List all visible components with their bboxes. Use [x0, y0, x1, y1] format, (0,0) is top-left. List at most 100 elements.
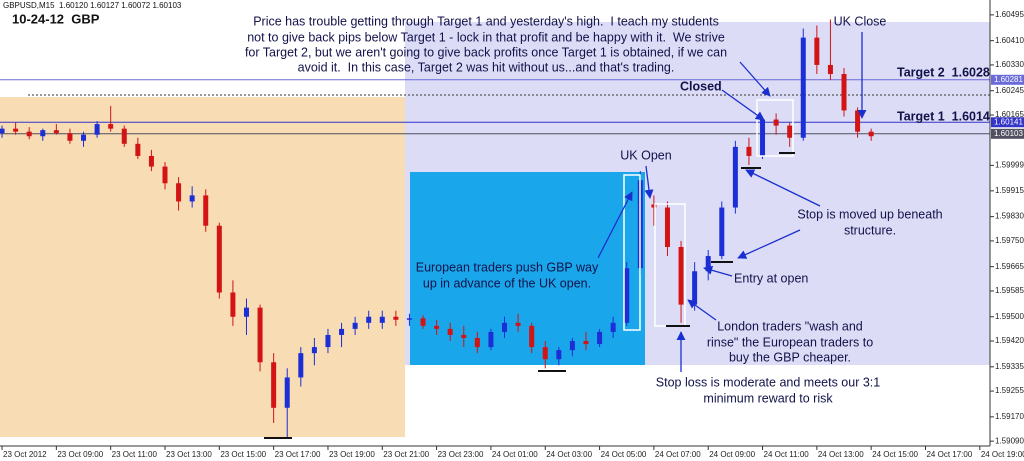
annotation: Stop is moved up beneath: [797, 207, 942, 221]
x-tick-label: 23 Oct 17:00: [275, 450, 321, 459]
grid: [0, 79, 990, 135]
candle-body: [760, 119, 766, 156]
candle-body: [366, 316, 372, 323]
candle-body: [53, 130, 59, 134]
y-tick-label: 1.60165: [995, 110, 1024, 119]
x-tick-label: 23 Oct 09:00: [57, 450, 103, 459]
y-tick-label: 1.59585: [995, 286, 1024, 295]
symbol-info: GBPUSD,M15 1.60120 1.60127 1.60072 1.601…: [3, 1, 182, 10]
price-label: 1.60281: [994, 75, 1023, 84]
y-tick-label: 1.60245: [995, 86, 1024, 95]
y-tick-label: 1.59999: [995, 160, 1024, 169]
candle-body: [26, 131, 32, 137]
candle-body: [257, 307, 263, 363]
x-tick-label: 23 Oct 11:00: [112, 450, 158, 459]
candle-body: [583, 341, 589, 345]
x-tick-label: 23 Oct 2012: [3, 450, 47, 459]
highlight-box: [756, 99, 794, 157]
price-label: 1.60103: [994, 129, 1023, 138]
candle-body: [787, 125, 793, 138]
candle-body: [447, 328, 453, 335]
arrow: [644, 165, 654, 199]
candle-body: [678, 246, 684, 305]
annotation: UK Open: [620, 148, 671, 162]
candle-body: [841, 74, 847, 111]
annotation: Entry at open: [734, 271, 808, 285]
x-tick-label: 23 Oct 13:00: [166, 450, 212, 459]
annotation: up in advance of the UK open.: [423, 276, 591, 290]
y-tick-label: 1.60495: [995, 10, 1024, 19]
candle-body: [814, 37, 820, 65]
y-tick-label: 1.59830: [995, 212, 1024, 221]
y-tick-label: 1.59090: [995, 436, 1024, 445]
y-tick-label: 1.60330: [995, 60, 1024, 69]
candle-body: [461, 334, 467, 338]
candle-body: [121, 128, 127, 144]
candle-body: [230, 292, 236, 317]
annotation: not to give back pips below Target 1 - l…: [247, 30, 725, 44]
arrow: [687, 299, 717, 321]
candle-body: [773, 119, 779, 126]
price-label-box: [991, 117, 1024, 128]
x-tick-label: 24 Oct 13:00: [818, 450, 864, 459]
candle-body: [515, 322, 521, 326]
candle-body: [352, 322, 358, 329]
y-tick-label: 1.59665: [995, 262, 1024, 271]
candle-body: [692, 271, 698, 305]
candle-body: [393, 316, 399, 320]
candle-body: [868, 131, 874, 137]
candle-body: [325, 334, 331, 348]
y-tick-label: 1.60410: [995, 36, 1024, 45]
candle-body: [148, 155, 154, 167]
candle-body: [311, 347, 317, 354]
candle-body: [569, 341, 575, 351]
annotation: UK Close: [834, 14, 887, 28]
candle-body: [746, 146, 752, 156]
candle-body: [542, 347, 548, 360]
candle-body: [705, 256, 711, 272]
candle-body: [624, 268, 630, 323]
candle-body: [108, 124, 114, 129]
arrow: [745, 169, 821, 207]
arrows: [597, 32, 867, 372]
candle-body: [474, 337, 480, 348]
arrow: [737, 229, 801, 259]
candle-body: [529, 325, 535, 348]
candle-body: [176, 183, 182, 202]
annotation: Stop loss is moderate and meets our 3:1: [656, 375, 880, 389]
arrow: [703, 265, 733, 277]
x-tick-label: 24 Oct 09:00: [709, 450, 755, 459]
candle-body: [94, 124, 100, 135]
session-shade: [0, 97, 405, 437]
annotation: structure.: [844, 223, 896, 237]
candle-body: [420, 318, 426, 326]
y-tick-label: 1.59170: [995, 412, 1024, 421]
candle-body: [502, 322, 508, 332]
y-tick-label: 1.59750: [995, 236, 1024, 245]
candle-body: [488, 331, 494, 348]
candle-body: [271, 362, 277, 408]
candle-body: [0, 128, 5, 134]
candle-body: [406, 318, 412, 320]
candle-body: [67, 133, 73, 141]
candle-body: [664, 207, 670, 247]
x-tick-label: 24 Oct 19:00: [981, 450, 1024, 459]
annotation: London traders "wash and: [717, 319, 863, 333]
annotation: Closed: [680, 79, 722, 93]
y-tick-label: 1.59915: [995, 186, 1024, 195]
annotation: avoid it. In this case, Target 2 was hit…: [298, 60, 675, 74]
price-label: 1.60141: [994, 117, 1023, 126]
arrow: [739, 61, 771, 97]
candle-body: [434, 325, 440, 329]
y-tick-label: 1.59420: [995, 336, 1024, 345]
chart-title: 10-24-12 GBP: [12, 11, 100, 26]
annotation: Price has trouble getting through Target…: [253, 14, 719, 28]
annotation: Target 1 1.6014: [897, 109, 990, 123]
candle-body: [81, 134, 87, 141]
candle-body: [339, 328, 345, 335]
arrow: [721, 89, 765, 121]
candle-body: [40, 130, 46, 137]
price-label-box: [991, 74, 1024, 85]
annotation: European traders push GBP way: [416, 260, 599, 274]
